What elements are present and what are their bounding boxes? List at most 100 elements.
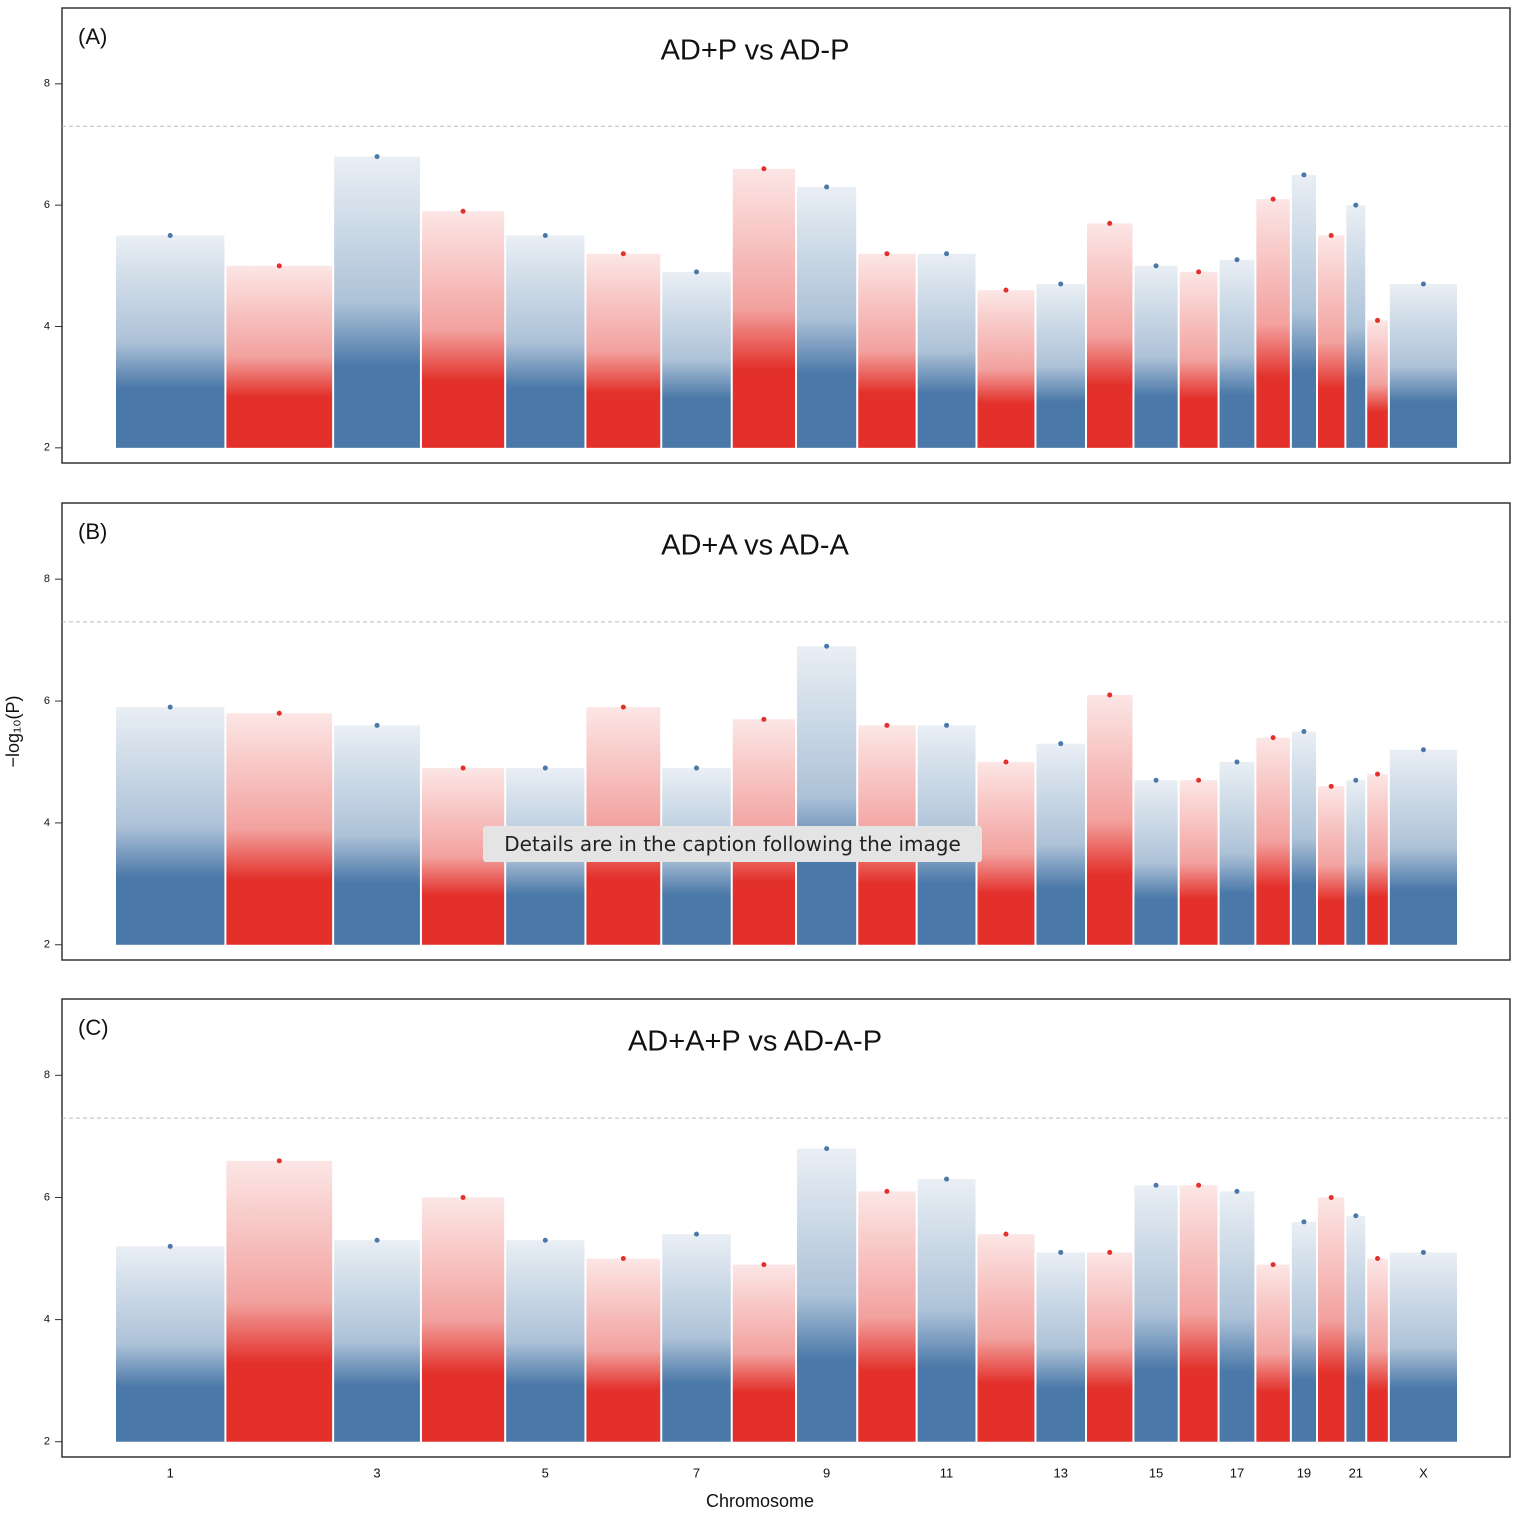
chromosome-block — [1087, 223, 1133, 448]
chromosome-block — [662, 271, 731, 448]
x-tick-label: 5 — [542, 1465, 549, 1480]
peak-point — [1107, 1249, 1113, 1255]
peak-point — [1234, 759, 1240, 765]
chromosome-block — [1291, 174, 1317, 448]
peak-point — [1301, 1219, 1307, 1225]
chromosome-block — [1036, 1252, 1086, 1442]
peak-point — [1301, 172, 1307, 178]
chromosome-block — [1291, 1221, 1317, 1442]
chromosome-block — [797, 1148, 857, 1442]
peak-point — [884, 722, 890, 728]
peak-point — [1420, 281, 1426, 287]
x-tick-label: 11 — [940, 1465, 954, 1480]
chromosome-block — [1389, 749, 1457, 945]
chromosome-block — [1219, 1191, 1255, 1442]
peak-point — [1353, 1213, 1359, 1219]
peak-point — [167, 704, 173, 710]
chromosome-block — [116, 707, 225, 945]
peak-point — [1196, 777, 1202, 783]
x-tick-label: 1 — [167, 1465, 174, 1480]
chromosome-block — [116, 235, 225, 448]
chromosome-block — [1179, 780, 1218, 945]
x-axis-label: Chromosome — [706, 1491, 814, 1511]
chromosome-block — [226, 1160, 333, 1442]
y-tick-label: 6 — [44, 695, 50, 707]
chromosome-block — [1346, 780, 1366, 945]
chromosome-block — [421, 211, 505, 448]
chromosome-block — [226, 713, 333, 945]
chromosome-block — [732, 168, 796, 448]
chromosome-block — [1389, 1252, 1457, 1442]
peak-point — [761, 716, 767, 722]
y-tick-label: 4 — [44, 1314, 50, 1326]
peak-point — [1375, 771, 1381, 777]
chromosome-block — [662, 1234, 731, 1442]
chromosome-block — [1318, 235, 1345, 448]
chromosome-block — [1367, 320, 1388, 448]
chromosome-block — [1389, 284, 1457, 448]
peak-point — [1003, 287, 1009, 293]
peak-point — [1328, 783, 1334, 789]
peak-point — [1058, 281, 1064, 287]
chromosome-block — [1219, 259, 1255, 448]
peak-point — [944, 1176, 950, 1182]
chromosome-block — [506, 235, 585, 448]
peak-point — [460, 765, 466, 771]
peak-point — [1107, 692, 1113, 698]
y-tick-label: 8 — [44, 1069, 50, 1081]
x-tick-label: X — [1419, 1465, 1428, 1480]
y-tick-label: 8 — [44, 78, 50, 90]
chromosome-block — [1256, 1264, 1290, 1442]
chromosome-block — [1256, 737, 1290, 945]
chromosome-block — [1219, 761, 1255, 945]
peak-point — [374, 1237, 380, 1243]
peak-point — [944, 722, 950, 728]
chromosome-block — [797, 186, 857, 448]
peak-point — [1353, 202, 1359, 208]
peak-point — [542, 765, 548, 771]
chromosome-block — [421, 1197, 505, 1442]
x-tick-label: 17 — [1230, 1465, 1244, 1480]
peak-point — [620, 251, 626, 257]
chromosome-block — [732, 1264, 796, 1442]
peak-point — [824, 184, 830, 190]
chart-title: AD+P vs AD-P — [661, 35, 850, 67]
peak-point — [1234, 257, 1240, 263]
chromosome-block — [586, 707, 661, 945]
peak-point — [167, 233, 173, 238]
plot-frame — [61, 998, 1511, 1458]
chromosome-block — [797, 646, 857, 945]
y-axis-label: −log₁₀(P) — [3, 695, 23, 767]
peak-point — [167, 1243, 173, 1249]
peak-point — [276, 710, 282, 716]
chromosome-block — [1346, 205, 1366, 448]
peak-point — [944, 251, 950, 257]
chromosome-block — [977, 1234, 1035, 1442]
peak-point — [620, 704, 626, 710]
peak-point — [620, 1256, 626, 1262]
peak-point — [1420, 747, 1426, 753]
chromosome-block — [858, 253, 916, 448]
peak-point — [1375, 317, 1381, 323]
peak-point — [1328, 1194, 1334, 1200]
peak-point — [824, 1146, 830, 1152]
peak-point — [1196, 269, 1202, 275]
chromosome-block — [917, 1179, 976, 1442]
chromosome-block — [1036, 284, 1086, 448]
peak-point — [884, 251, 890, 257]
overlay-tooltip: Details are in the caption following the… — [483, 826, 982, 862]
panel-label: (A) — [78, 24, 107, 49]
x-tick-label: 19 — [1297, 1465, 1311, 1480]
peak-point — [1196, 1182, 1202, 1188]
chromosome-block — [977, 761, 1035, 945]
chromosome-block — [1318, 786, 1345, 945]
y-tick-label: 6 — [44, 1191, 50, 1203]
chromosome-block — [1346, 1215, 1366, 1442]
peak-point — [1420, 1249, 1426, 1255]
x-tick-label: 9 — [823, 1465, 830, 1480]
peak-point — [374, 722, 380, 728]
y-tick-label: 2 — [44, 1436, 50, 1448]
peak-point — [693, 269, 699, 275]
